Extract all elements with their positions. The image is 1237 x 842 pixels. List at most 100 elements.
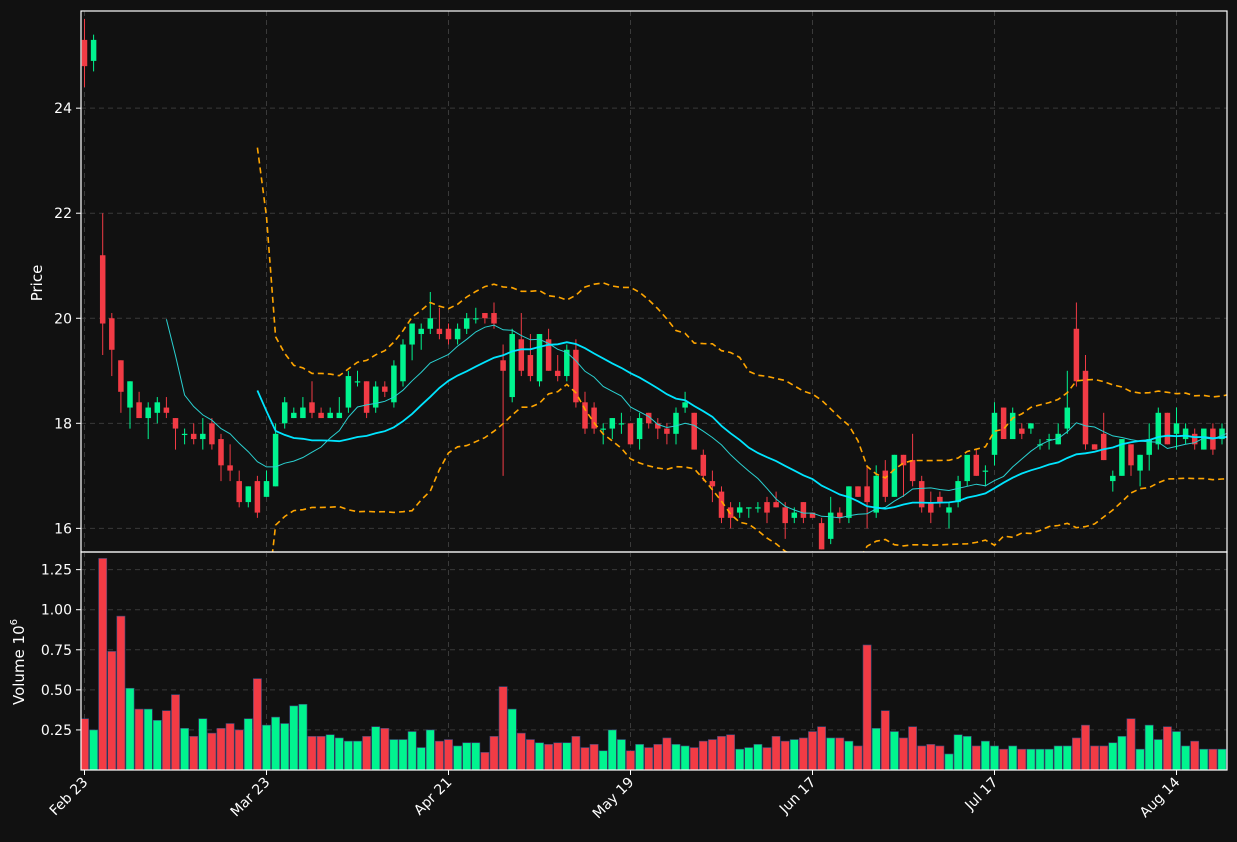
candle-body bbox=[254, 481, 261, 513]
volume-bar bbox=[516, 732, 526, 770]
volume-bar bbox=[453, 745, 462, 770]
volume-bar bbox=[862, 644, 872, 770]
volume-tick-label: 1.00 bbox=[41, 603, 72, 619]
candle-body bbox=[1219, 428, 1225, 440]
volume-bar bbox=[389, 739, 399, 770]
volume-bar bbox=[444, 739, 453, 770]
candle-body bbox=[145, 407, 151, 419]
candle-body bbox=[573, 349, 579, 403]
volume-bar bbox=[107, 651, 117, 770]
volume-bar bbox=[971, 745, 981, 770]
volume-bar bbox=[216, 728, 226, 770]
band-upper-20-line bbox=[256, 147, 1227, 479]
volume-bar bbox=[498, 686, 508, 770]
volume-bar bbox=[1163, 726, 1172, 770]
volume-bar bbox=[1126, 718, 1136, 770]
volume-tick-label: 1.25 bbox=[41, 563, 72, 579]
candle-body bbox=[527, 355, 534, 377]
volume-bar bbox=[280, 723, 290, 770]
volume-bar bbox=[307, 736, 317, 770]
volume-bar bbox=[1026, 748, 1036, 770]
candle-body bbox=[190, 433, 197, 440]
volume-bar bbox=[362, 736, 371, 770]
volume-bar bbox=[808, 731, 817, 770]
candle-body bbox=[418, 328, 424, 335]
candle-body bbox=[700, 454, 707, 476]
candle-body bbox=[536, 334, 543, 382]
candle-body bbox=[618, 423, 625, 425]
candle-body bbox=[309, 402, 315, 413]
volume-bar bbox=[262, 724, 271, 770]
candle-body bbox=[227, 465, 233, 471]
candle-body bbox=[90, 39, 97, 61]
volume-bar bbox=[416, 747, 426, 770]
volume-bar bbox=[990, 745, 999, 770]
candle-body bbox=[827, 512, 834, 539]
candle-body bbox=[263, 481, 270, 497]
volume-bar bbox=[607, 729, 617, 770]
volume-bar bbox=[662, 737, 672, 770]
volume-bar bbox=[1072, 737, 1081, 770]
volume-bar bbox=[289, 705, 299, 770]
volume-axis-label: Volume 106 bbox=[9, 619, 28, 705]
candle-body bbox=[1155, 412, 1162, 445]
candle-body bbox=[664, 428, 670, 434]
volume-bar bbox=[253, 678, 262, 770]
volume-bar bbox=[471, 742, 481, 770]
volume-bar bbox=[671, 744, 681, 770]
candle-body bbox=[809, 512, 816, 518]
candle-body bbox=[582, 402, 588, 429]
price-y-ticks: 16 18 20 22 24 bbox=[54, 101, 81, 537]
candle-body bbox=[718, 491, 725, 518]
volume-bar bbox=[353, 740, 362, 770]
volume-grid bbox=[81, 552, 1227, 770]
candle-body bbox=[99, 255, 106, 324]
volume-tick-label: 0.25 bbox=[41, 723, 72, 739]
candle-body bbox=[764, 502, 770, 513]
candle-body bbox=[837, 512, 843, 518]
candle-body bbox=[855, 486, 861, 497]
volume-bar bbox=[398, 739, 408, 770]
volume-bar bbox=[544, 744, 553, 770]
candle-body bbox=[645, 412, 652, 424]
candle-body bbox=[318, 412, 324, 419]
volume-bar bbox=[580, 747, 590, 770]
candle-body bbox=[791, 512, 798, 518]
candle-body bbox=[564, 349, 570, 377]
price-overlays bbox=[165, 147, 1227, 552]
candle-body bbox=[554, 370, 561, 377]
volume-bar bbox=[707, 739, 717, 770]
candle-body bbox=[909, 460, 916, 482]
candle-body bbox=[1046, 439, 1052, 441]
volume-tick-label: 0.75 bbox=[41, 643, 72, 659]
volume-bar bbox=[953, 734, 963, 770]
volume-bar bbox=[116, 615, 126, 770]
price-axis-label: Price bbox=[28, 265, 46, 302]
volume-bar bbox=[1099, 745, 1109, 770]
volume-y-ticks: 0.25 0.50 0.75 1.00 1.25 bbox=[41, 563, 81, 739]
volume-bar bbox=[271, 716, 280, 770]
volume-bar bbox=[507, 708, 517, 770]
volume-bar bbox=[152, 720, 162, 770]
candle-body bbox=[891, 454, 898, 497]
price-panel: 16 18 20 22 24 Price bbox=[28, 10, 1228, 553]
candle-body bbox=[1201, 428, 1207, 450]
candle-body bbox=[846, 486, 852, 518]
candle-body bbox=[345, 376, 352, 408]
volume-bar bbox=[771, 736, 781, 770]
candle-body bbox=[1019, 428, 1025, 434]
volume-bar bbox=[817, 726, 826, 770]
volume-bar bbox=[962, 736, 972, 770]
volume-bar bbox=[434, 740, 444, 770]
volume-bar bbox=[844, 740, 854, 770]
volume-axis-label-text: Volume 10 bbox=[10, 625, 28, 705]
candle-body bbox=[154, 402, 161, 413]
volume-bar bbox=[753, 744, 763, 770]
volume-bar bbox=[762, 747, 772, 770]
candle-body bbox=[818, 523, 825, 550]
candle-body bbox=[1009, 412, 1016, 440]
candle-body bbox=[1064, 407, 1071, 429]
volume-bar bbox=[626, 750, 635, 770]
